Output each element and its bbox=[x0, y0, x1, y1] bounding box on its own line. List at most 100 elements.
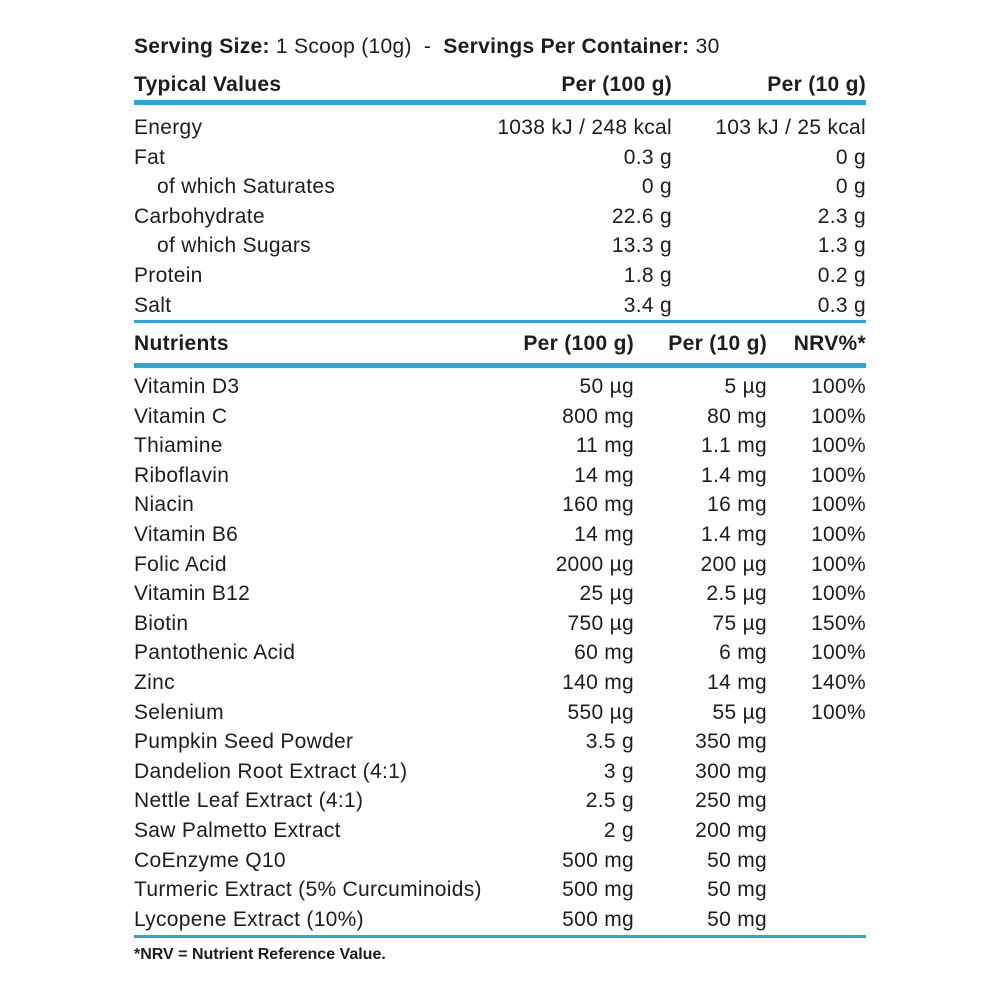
cell: 50 mg bbox=[707, 907, 767, 931]
cell: 2.5 µg bbox=[706, 582, 767, 606]
column-header: Nutrients bbox=[134, 332, 229, 355]
divider bbox=[134, 935, 866, 938]
cell: 80 mg bbox=[707, 404, 767, 428]
cell: 100% bbox=[811, 434, 866, 458]
column-header: Per (100 g) bbox=[523, 332, 634, 355]
cell: 103 kJ / 25 kcal bbox=[715, 116, 866, 139]
row-label: Nettle Leaf Extract (4:1) bbox=[134, 789, 364, 813]
row-label: Turmeric Extract (5% Curcuminoids) bbox=[134, 878, 482, 902]
divider bbox=[134, 363, 866, 368]
cell: 2.3 g bbox=[817, 204, 866, 228]
divider bbox=[134, 320, 866, 323]
row-label: Vitamin D3 bbox=[134, 375, 240, 398]
cell: 3.5 g bbox=[585, 730, 634, 754]
cell: 50 µg bbox=[579, 375, 634, 398]
divider bbox=[134, 100, 866, 105]
row-label: Vitamin B6 bbox=[134, 523, 239, 546]
row-label: Riboflavin bbox=[134, 463, 230, 487]
row-label: Salt bbox=[134, 293, 172, 317]
row-label: Niacin bbox=[134, 493, 195, 517]
cell: 100% bbox=[811, 493, 866, 517]
cell: 0.3 g bbox=[817, 293, 866, 317]
cell: 100% bbox=[811, 700, 866, 724]
cell: 3.4 g bbox=[623, 293, 672, 317]
cell: 800 mg bbox=[562, 404, 634, 428]
row-label: Dandelion Root Extract (4:1) bbox=[134, 759, 408, 783]
cell: 55 µg bbox=[712, 700, 767, 724]
cell: 22.6 g bbox=[611, 204, 672, 228]
servings-label: Servings Per Container: bbox=[443, 35, 690, 58]
column-header: Per (10 g) bbox=[767, 73, 866, 96]
cell: 25 µg bbox=[579, 582, 634, 606]
serving-size-value: 1 Scoop (10g) bbox=[275, 35, 412, 58]
row-label: Saw Palmetto Extract bbox=[134, 819, 341, 842]
cell: 150% bbox=[811, 611, 866, 635]
cell: 200 mg bbox=[695, 819, 767, 842]
row-label: Pantothenic Acid bbox=[134, 641, 296, 665]
cell: 5 µg bbox=[724, 375, 767, 398]
separator: - bbox=[423, 35, 432, 58]
cell: 100% bbox=[811, 582, 866, 606]
cell: 50 mg bbox=[707, 878, 767, 902]
cell: 6 mg bbox=[719, 641, 767, 665]
servings-value: 30 bbox=[695, 35, 720, 58]
cell: 1.1 mg bbox=[701, 434, 767, 458]
column-header: Per (10 g) bbox=[668, 332, 767, 355]
cell: 350 mg bbox=[695, 730, 767, 754]
cell: 140 mg bbox=[562, 671, 634, 694]
cell: 2000 µg bbox=[555, 552, 634, 576]
cell: 200 µg bbox=[700, 552, 767, 576]
cell: 300 mg bbox=[695, 759, 767, 783]
cell: 60 mg bbox=[574, 641, 634, 665]
row-label: Energy bbox=[134, 116, 203, 139]
row-label: Selenium bbox=[134, 700, 224, 724]
row-label: Biotin bbox=[134, 611, 189, 635]
column-header: Per (100 g) bbox=[561, 73, 672, 96]
cell: 100% bbox=[811, 404, 866, 428]
cell: 160 mg bbox=[562, 493, 634, 517]
cell: 16 mg bbox=[707, 493, 767, 517]
row-label: Zinc bbox=[134, 671, 175, 694]
cell: 13.3 g bbox=[611, 234, 672, 258]
cell: 100% bbox=[811, 375, 866, 398]
cell: 14 mg bbox=[574, 523, 634, 546]
cell: 1.4 mg bbox=[701, 523, 767, 546]
cell: 0.3 g bbox=[623, 145, 672, 169]
row-label: Fat bbox=[134, 145, 166, 169]
cell: 14 mg bbox=[707, 671, 767, 694]
cell: 1.3 g bbox=[817, 234, 866, 258]
cell: 100% bbox=[811, 463, 866, 487]
cell: 14 mg bbox=[574, 463, 634, 487]
cell: 2.5 g bbox=[585, 789, 634, 813]
cell: 50 mg bbox=[707, 848, 767, 872]
column-header: NRV%* bbox=[793, 332, 866, 355]
cell: 500 mg bbox=[562, 878, 634, 902]
cell: 100% bbox=[811, 523, 866, 546]
cell: 75 µg bbox=[712, 611, 767, 635]
row-label: Vitamin B12 bbox=[134, 582, 251, 606]
cell: 2 g bbox=[603, 819, 634, 842]
cell: 0 g bbox=[835, 145, 866, 169]
cell: 250 mg bbox=[695, 789, 767, 813]
row-label: Thiamine bbox=[134, 434, 223, 458]
row-label: Folic Acid bbox=[134, 552, 227, 576]
cell: 1.4 mg bbox=[701, 463, 767, 487]
cell: 1.8 g bbox=[623, 264, 672, 287]
row-label: CoEnzyme Q10 bbox=[134, 848, 286, 872]
row-label: Pumpkin Seed Powder bbox=[134, 730, 354, 754]
cell: 0 g bbox=[641, 175, 672, 199]
row-label: Carbohydrate bbox=[134, 204, 265, 228]
cell: 11 mg bbox=[575, 434, 634, 458]
row-label: Protein bbox=[134, 264, 203, 287]
row-label: Lycopene Extract (10%) bbox=[134, 907, 364, 931]
row-label: of which Sugars bbox=[157, 234, 311, 258]
cell: 3 g bbox=[603, 759, 634, 783]
cell: 140% bbox=[811, 671, 866, 694]
serving-size-label: Serving Size: bbox=[134, 35, 270, 58]
cell: 750 µg bbox=[567, 611, 634, 635]
row-label: Vitamin C bbox=[134, 404, 228, 428]
footnote: *NRV = Nutrient Reference Value. bbox=[134, 946, 386, 963]
cell: 100% bbox=[811, 552, 866, 576]
cell: 100% bbox=[811, 641, 866, 665]
